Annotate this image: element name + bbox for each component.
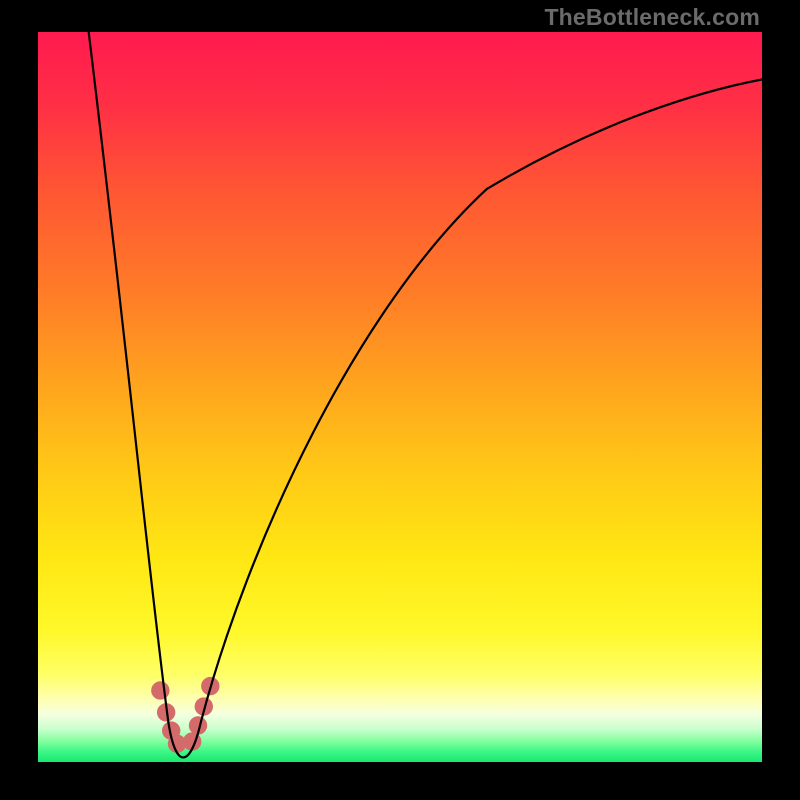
bottleneck-curve	[89, 32, 762, 757]
plot-area	[38, 32, 762, 762]
curve-layer	[38, 32, 762, 762]
watermark-text: TheBottleneck.com	[544, 4, 760, 31]
datapoint-marker	[151, 681, 169, 699]
chart-container: TheBottleneck.com	[0, 0, 800, 800]
